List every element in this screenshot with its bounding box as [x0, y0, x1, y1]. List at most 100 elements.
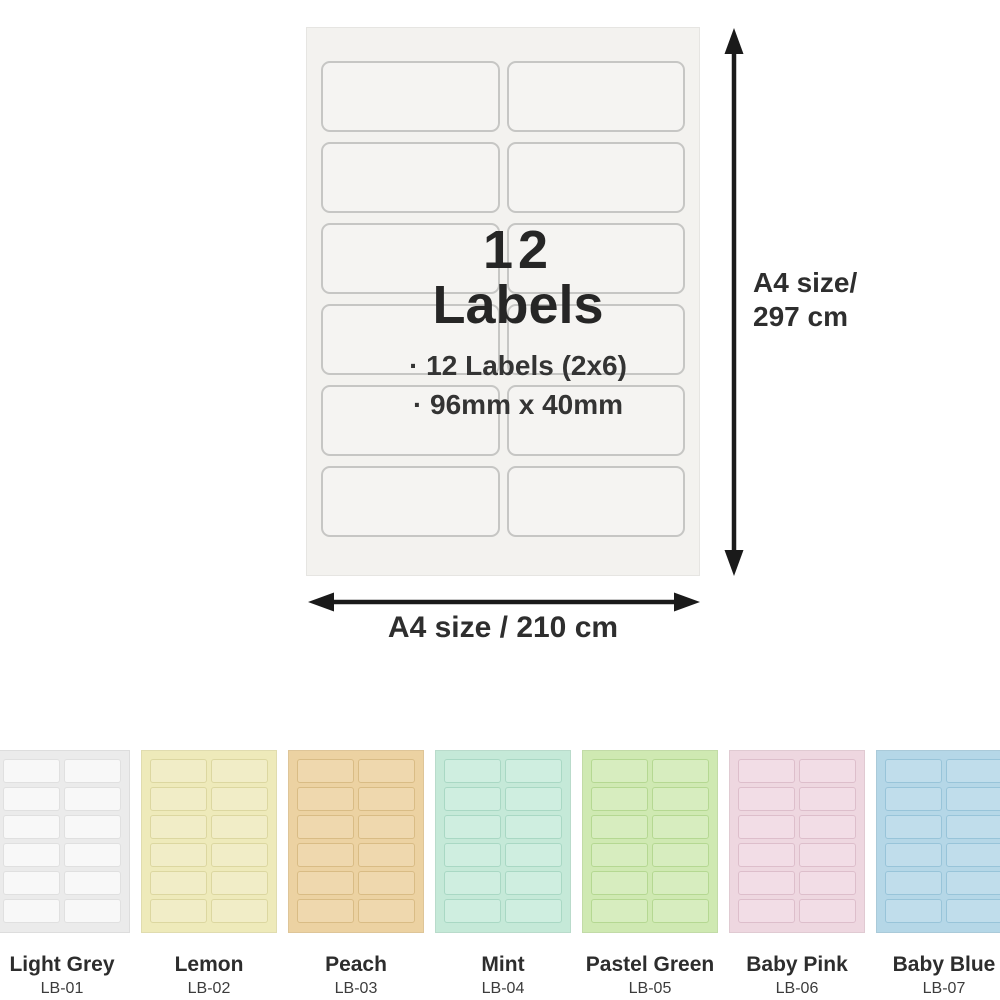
swatch-mint: Mint LB-04 [435, 750, 571, 998]
label-cell [3, 843, 60, 867]
label-cell [885, 759, 942, 783]
label-cell [652, 843, 709, 867]
label-cell [799, 899, 856, 923]
swatch-code: LB-01 [40, 980, 84, 997]
swatch-name: Lemon [174, 953, 244, 976]
label-cell [444, 815, 501, 839]
label-cell [652, 871, 709, 895]
label-cell [64, 843, 121, 867]
label-cell [64, 759, 121, 783]
label-cell [506, 466, 685, 537]
label-cell [150, 871, 207, 895]
label-count-title: 12 Labels [337, 222, 699, 336]
swatch-baby-blue: Baby Blue LB-07 [876, 750, 1000, 998]
mini-sheet [876, 750, 1000, 933]
swatch-code: LB-04 [481, 980, 525, 997]
label-count-word: Labels [432, 275, 604, 336]
label-cell [3, 787, 60, 811]
label-cell [297, 843, 354, 867]
label-cell [506, 304, 685, 375]
label-cell [211, 759, 268, 783]
label-cell [297, 871, 354, 895]
label-cell [358, 899, 415, 923]
label-cell [358, 759, 415, 783]
label-cell [150, 787, 207, 811]
label-cell [505, 787, 562, 811]
label-cell [738, 759, 795, 783]
mini-label-grid [436, 751, 570, 932]
label-cell [506, 223, 685, 294]
label-cell [799, 759, 856, 783]
label-cell [946, 899, 1000, 923]
label-cell [64, 815, 121, 839]
label-cell [64, 899, 121, 923]
label-cell [799, 871, 856, 895]
mini-sheet [288, 750, 424, 933]
swatch-code: LB-02 [187, 980, 231, 997]
label-cell [358, 787, 415, 811]
label-cell [738, 815, 795, 839]
label-cell [591, 899, 648, 923]
swatch-name: Peach [325, 953, 387, 976]
a4-label-sheet-preview: 12 Labels · 12 Labels (2x6) · 96mm x 40m… [306, 27, 700, 576]
swatch-light-grey: Light Grey LB-01 [0, 750, 130, 998]
label-cell [3, 759, 60, 783]
swatch-lemon: Lemon LB-02 [141, 750, 277, 998]
label-cell [321, 304, 500, 375]
label-cell [885, 843, 942, 867]
label-cell [946, 815, 1000, 839]
label-cell [321, 142, 500, 213]
label-cell [211, 843, 268, 867]
label-cell [297, 899, 354, 923]
label-grid [307, 28, 699, 575]
label-cell [297, 759, 354, 783]
mini-sheet [0, 750, 130, 933]
label-cell [506, 385, 685, 456]
label-cell [64, 787, 121, 811]
swatch-name: Light Grey [9, 953, 115, 976]
horizontal-dimension-arrow-icon [308, 592, 700, 612]
label-cell [505, 759, 562, 783]
label-cell [444, 843, 501, 867]
label-cell [444, 871, 501, 895]
label-cell [297, 787, 354, 811]
label-cell [506, 142, 685, 213]
swatch-code: LB-06 [775, 980, 819, 997]
label-cell [321, 466, 500, 537]
label-cell [652, 899, 709, 923]
sheet-height-label-line2: 297 cm [753, 301, 848, 333]
label-cell [738, 843, 795, 867]
sheet-annotation: 12 Labels · 12 Labels (2x6) · 96mm x 40m… [307, 222, 699, 424]
label-cell [799, 787, 856, 811]
label-cell [444, 759, 501, 783]
label-cell [885, 871, 942, 895]
swatch-code: LB-07 [922, 980, 966, 997]
label-cell [211, 871, 268, 895]
swatch-name: Pastel Green [585, 953, 715, 976]
mini-label-grid [142, 751, 276, 932]
label-cell [444, 899, 501, 923]
mini-sheet [435, 750, 571, 933]
mini-label-grid [583, 751, 717, 932]
mini-label-grid [289, 751, 423, 932]
label-cell [444, 787, 501, 811]
swatch-code: LB-05 [628, 980, 672, 997]
label-cell [652, 759, 709, 783]
spec-size: · 96mm x 40mm [412, 388, 624, 420]
label-cell [3, 899, 60, 923]
sheet-width-label: A4 size / 210 cm [387, 611, 619, 644]
swatch-pastel-green: Pastel Green LB-05 [582, 750, 718, 998]
label-cell [505, 871, 562, 895]
label-cell [150, 899, 207, 923]
mini-label-grid [0, 751, 129, 932]
swatch-baby-pink: Baby Pink LB-06 [729, 750, 865, 998]
label-cell [885, 899, 942, 923]
mini-sheet [141, 750, 277, 933]
label-cell [358, 871, 415, 895]
label-cell [505, 815, 562, 839]
label-cell [946, 843, 1000, 867]
mini-sheet [582, 750, 718, 933]
label-cell [505, 843, 562, 867]
label-cell [591, 871, 648, 895]
